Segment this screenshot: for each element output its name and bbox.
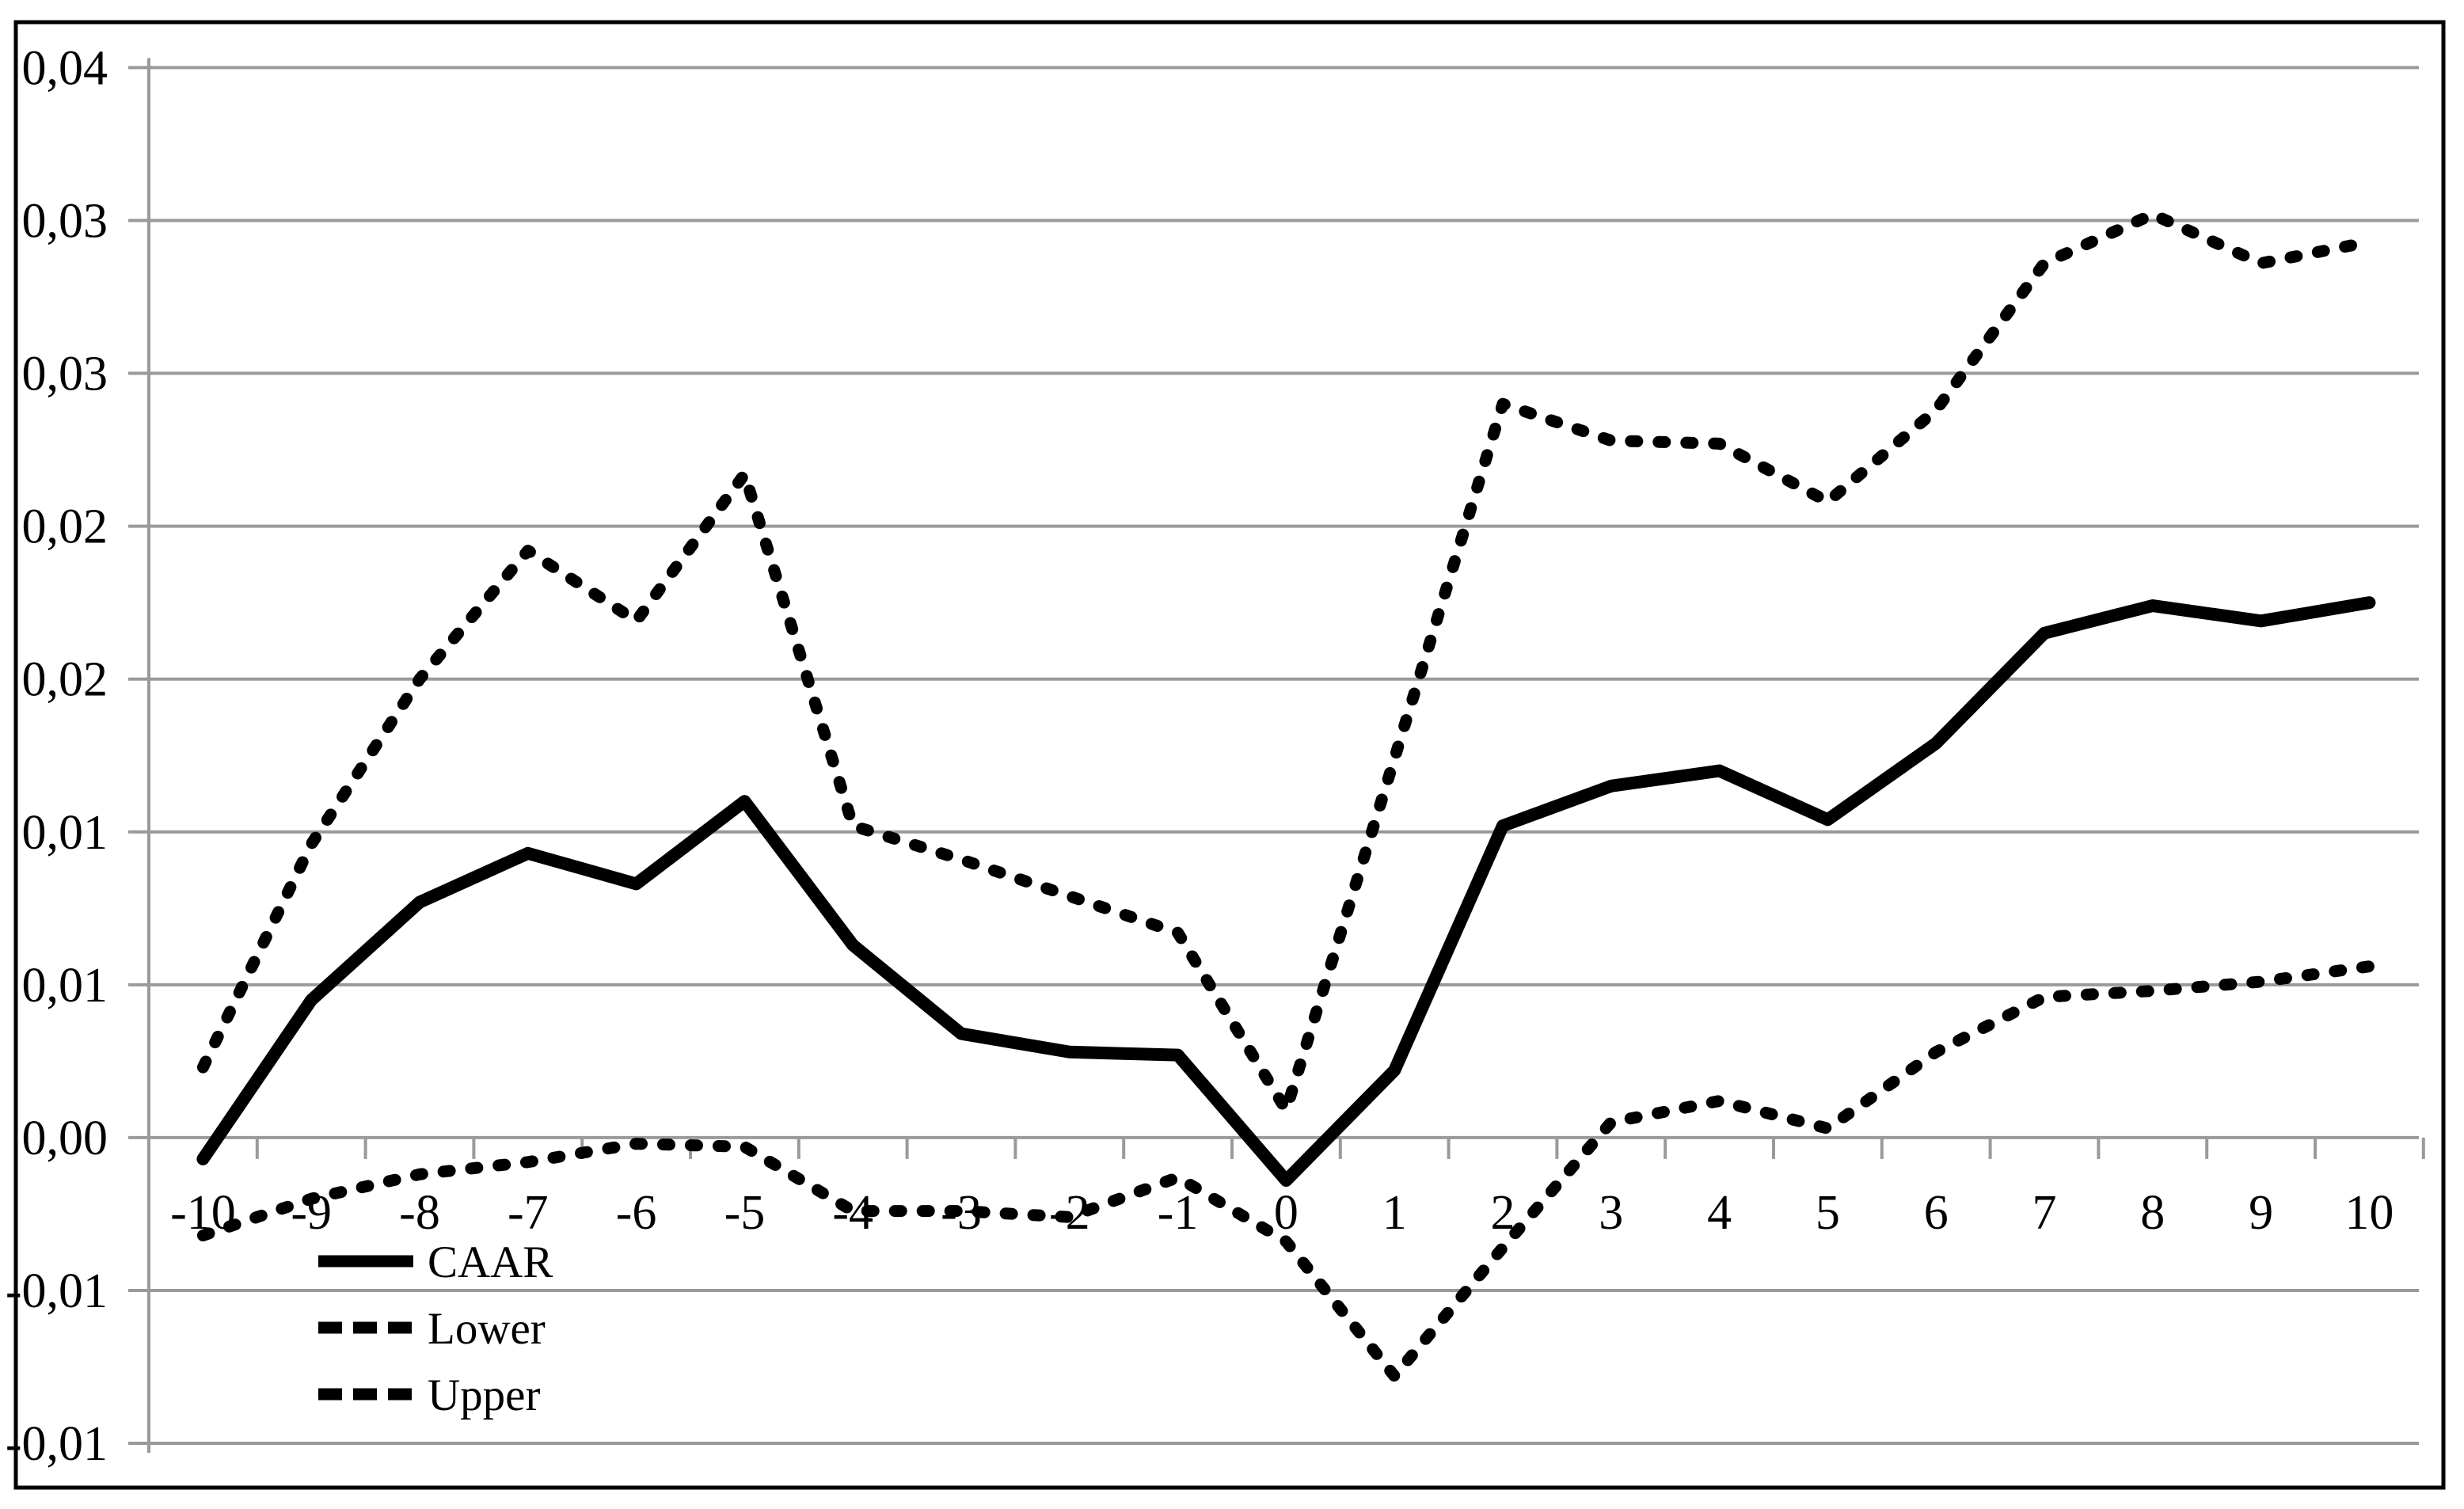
- y-tick-label: 0,01: [22, 806, 108, 860]
- x-tick-label: 10: [2344, 1186, 2394, 1240]
- y-tick-label: -0,01: [6, 1417, 108, 1471]
- y-tick-label: 0,00: [22, 1112, 108, 1165]
- legend-label-upper: Upper: [428, 1370, 540, 1420]
- y-tick-label: -0,01: [6, 1264, 108, 1318]
- x-tick-label: -8: [399, 1186, 440, 1240]
- x-tick-label: -7: [508, 1186, 549, 1240]
- x-tick-label: 5: [1816, 1186, 1840, 1240]
- series-line-upper: [196, 208, 2375, 1116]
- y-tick-label: 0,02: [22, 500, 108, 554]
- legend-label-lower: Lower: [428, 1304, 546, 1354]
- y-tick-label: 0,03: [22, 348, 108, 401]
- x-tick-label: 8: [2140, 1186, 2165, 1240]
- legend-label-caar: CAAR: [428, 1237, 553, 1287]
- x-tick-label: 3: [1599, 1186, 1623, 1240]
- y-tick-label: 0,03: [22, 194, 108, 248]
- y-tick-label: 0,04: [22, 41, 108, 95]
- x-tick-label: -1: [1158, 1186, 1199, 1240]
- series-line-lower: [196, 960, 2375, 1382]
- x-tick-label: 0: [1274, 1186, 1299, 1240]
- x-tick-label: 7: [2032, 1186, 2057, 1240]
- x-tick-label: 4: [1707, 1186, 1732, 1240]
- y-tick-label: 0,02: [22, 653, 108, 707]
- series-line-caar: [196, 596, 2376, 1187]
- chart-frame: [13, 20, 2446, 1490]
- x-tick-label: -5: [724, 1186, 766, 1240]
- y-tick-label: 0,01: [22, 959, 108, 1013]
- x-tick-label: -6: [616, 1186, 657, 1240]
- x-tick-label: 9: [2249, 1186, 2273, 1240]
- x-tick-label: 6: [1924, 1186, 1949, 1240]
- x-tick-label: 1: [1382, 1186, 1407, 1240]
